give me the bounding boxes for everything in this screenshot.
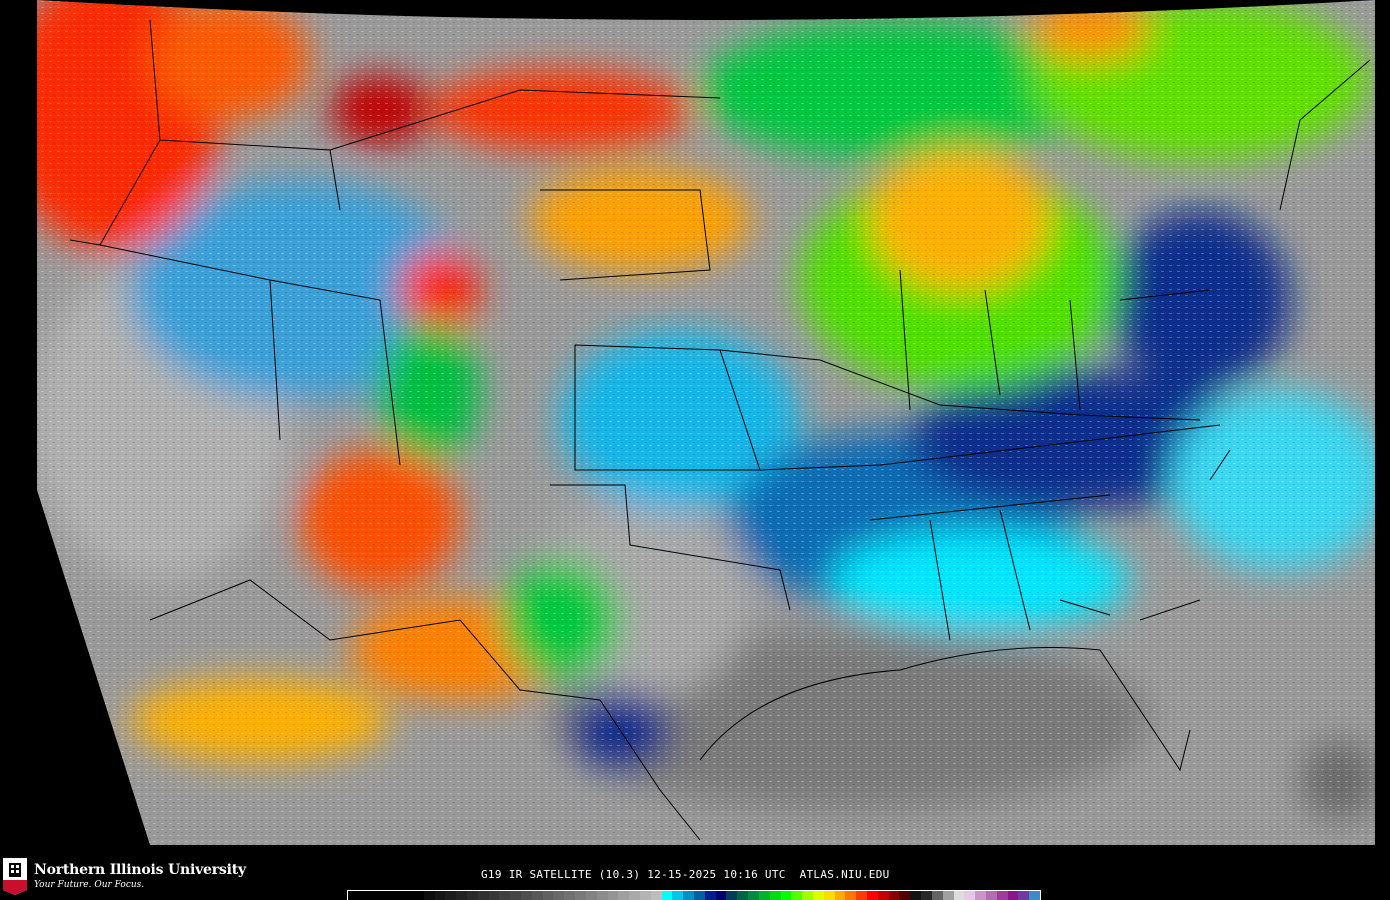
color-scale-swatch	[942, 891, 954, 900]
color-scale-swatch	[521, 891, 532, 900]
color-scale-swatch	[639, 891, 651, 900]
color-scale-swatch	[1007, 891, 1019, 900]
color-scale-swatch	[964, 891, 976, 900]
color-scale-swatch	[931, 891, 943, 900]
color-scale-swatch	[466, 891, 478, 900]
color-scale-swatch	[780, 891, 792, 900]
color-scale-swatch	[412, 891, 424, 900]
color-scale-swatch	[348, 891, 359, 900]
color-scale-swatch	[456, 891, 467, 900]
color-scale-bar	[347, 890, 1041, 900]
color-scale-swatch	[369, 891, 381, 900]
color-scale-swatch	[996, 891, 1008, 900]
color-scale-swatch	[585, 891, 597, 900]
color-scale-swatch	[434, 891, 446, 900]
satellite-map	[37, 0, 1375, 845]
color-scale-swatch	[856, 891, 867, 900]
color-scale-swatch	[704, 891, 716, 900]
color-scale-swatch	[715, 891, 727, 900]
color-scale-swatch	[985, 891, 997, 900]
color-scale-swatch	[358, 891, 370, 900]
color-scale-swatch	[661, 891, 673, 900]
satellite-name: G19	[481, 868, 502, 881]
color-scale-swatch	[823, 891, 835, 900]
niu-logo	[3, 858, 27, 895]
color-scale-swatch	[791, 891, 803, 900]
university-tagline: Your Future. Our Focus.	[34, 880, 145, 890]
color-scale-swatch	[769, 891, 781, 900]
color-scale-swatch	[748, 891, 759, 900]
color-scale-swatch	[607, 891, 619, 900]
color-scale-swatch	[910, 891, 922, 900]
color-scale-swatch	[953, 891, 965, 900]
color-scale-swatch	[899, 891, 911, 900]
color-scale-swatch	[834, 891, 846, 900]
color-scale-swatch	[1029, 891, 1040, 900]
color-scale-swatch	[975, 891, 986, 900]
color-scale-swatch	[423, 891, 435, 900]
color-scale-swatch	[877, 891, 889, 900]
color-scale-swatch	[921, 891, 932, 900]
product-name: IR SATELLITE	[508, 868, 592, 881]
color-scale-swatch	[575, 891, 586, 900]
color-scale-swatch	[867, 891, 878, 900]
color-scale-swatch	[812, 891, 824, 900]
color-scale-swatch	[629, 891, 640, 900]
imagery	[37, 0, 1375, 845]
state-boundaries	[69, 19, 1371, 841]
color-scale-swatch	[650, 891, 662, 900]
time: 10:16 UTC	[723, 868, 786, 881]
color-scale-swatch	[802, 891, 813, 900]
color-scale-swatch	[618, 891, 630, 900]
color-scale-swatch	[488, 891, 500, 900]
color-scale-swatch	[726, 891, 738, 900]
color-scale-swatch	[888, 891, 900, 900]
color-scale-swatch	[391, 891, 403, 900]
color-scale-swatch	[737, 891, 749, 900]
color-scale-swatch	[402, 891, 413, 900]
color-scale-swatch	[845, 891, 857, 900]
color-scale-swatch	[510, 891, 521, 900]
color-scale-swatch	[380, 891, 392, 900]
color-scale-swatch	[531, 891, 543, 900]
source-url: ATLAS.NIU.EDU	[799, 868, 890, 881]
color-scale-swatch	[499, 891, 511, 900]
color-scale-swatch	[445, 891, 457, 900]
color-scale-swatch	[683, 891, 694, 900]
color-scale-swatch	[672, 891, 684, 900]
color-scale-swatch	[694, 891, 705, 900]
date: 12-15-2025	[647, 868, 717, 881]
channel: (10.3)	[598, 868, 641, 881]
color-scale-swatch	[553, 891, 565, 900]
university-name: Northern Illinois University	[34, 862, 246, 878]
color-scale-swatch	[1018, 891, 1030, 900]
color-scale-swatch	[564, 891, 576, 900]
color-scale-swatch	[477, 891, 489, 900]
color-scale-swatch	[542, 891, 554, 900]
image-caption: G19 IR SATELLITE (10.3) 12-15-2025 10:16…	[481, 868, 890, 881]
color-scale-swatch	[758, 891, 770, 900]
color-scale-swatch	[596, 891, 608, 900]
